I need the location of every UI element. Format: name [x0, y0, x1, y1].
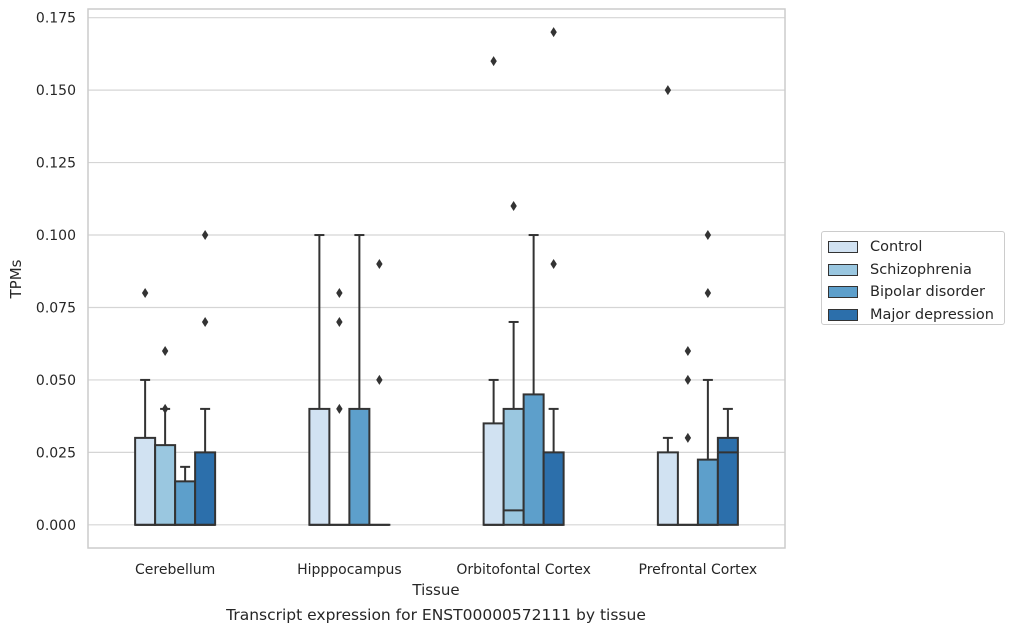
- box-schizophrenia: [328, 287, 351, 526]
- legend-label: Major depression: [870, 306, 994, 323]
- box-rect: [308, 407, 331, 526]
- box-major-depression: [716, 407, 739, 526]
- box-rect: [502, 407, 525, 526]
- outlier-point: [376, 259, 383, 270]
- y-tick-label: 0.000: [36, 518, 76, 534]
- box-rect: [482, 422, 505, 526]
- box-schizophrenia: [676, 345, 699, 526]
- x-tick-label: Hipppocampus: [297, 562, 402, 578]
- outlier-point: [490, 56, 497, 67]
- box-control: [308, 234, 331, 526]
- outlier-point: [161, 345, 169, 356]
- box-rect: [174, 480, 197, 526]
- box-rect: [194, 451, 217, 526]
- box-rect: [522, 393, 545, 526]
- legend-swatch: [828, 263, 858, 276]
- outlier-point: [376, 374, 383, 385]
- box-rect: [134, 436, 157, 526]
- legend-label: Schizophrenia: [870, 261, 972, 278]
- outlier-point: [336, 403, 343, 414]
- y-tick-label: 0.150: [36, 83, 76, 99]
- box-rect: [154, 444, 177, 526]
- plot-area: [87, 8, 786, 549]
- legend-swatch: [828, 286, 858, 299]
- outlier-point: [684, 432, 692, 443]
- outlier-point: [336, 287, 343, 298]
- box-rect: [542, 451, 565, 526]
- x-axis: Cerebellum Hipppocampus Orbitofontal Corte…: [135, 562, 757, 578]
- outlier-point: [161, 403, 169, 414]
- legend-item: Bipolar disorder: [828, 281, 1004, 304]
- legend: Control Schizophrenia Bipolar disorder Majo…: [821, 231, 1005, 325]
- outlier-point: [704, 287, 712, 298]
- box-major-depression: [194, 230, 217, 526]
- y-axis: 0.000 0.025 0.050 0.075 0.100 0.125 0.150 0.175: [36, 11, 76, 534]
- legend-swatch: [828, 241, 858, 254]
- box-major-depression: [368, 259, 391, 526]
- y-axis-label: TPMs: [7, 259, 25, 299]
- outlier-point: [684, 374, 692, 385]
- legend-label: Control: [870, 239, 923, 256]
- box-series: [134, 27, 739, 526]
- box-major-depression: [542, 27, 565, 526]
- y-tick-label: 0.100: [36, 228, 76, 244]
- y-tick-label: 0.025: [36, 445, 76, 461]
- outlier-point: [664, 85, 672, 96]
- y-tick-label: 0.050: [36, 373, 76, 389]
- box-rect: [696, 458, 719, 526]
- box-bipolar-disorder: [174, 465, 197, 526]
- outlier-point: [550, 259, 557, 270]
- box-schizophrenia: [502, 201, 525, 526]
- box-rect: [716, 436, 739, 526]
- legend-swatch: [828, 308, 858, 321]
- box-control: [482, 56, 505, 526]
- outlier-point: [550, 27, 557, 38]
- outlier-point: [201, 316, 209, 327]
- box-schizophrenia: [154, 345, 177, 526]
- y-tick-label: 0.175: [36, 11, 76, 27]
- legend-label: Bipolar disorder: [870, 284, 985, 301]
- box-rect: [348, 407, 371, 526]
- outlier-point: [704, 230, 712, 241]
- box-control: [134, 287, 157, 526]
- outlier-point: [201, 230, 209, 241]
- y-tick-label: 0.125: [36, 156, 76, 172]
- legend-item: Major depression: [828, 304, 1004, 327]
- outlier-point: [684, 345, 692, 356]
- box-bipolar-disorder: [348, 234, 371, 526]
- box-control: [656, 85, 679, 526]
- grid-lines: [88, 17, 785, 526]
- box-bipolar-disorder: [696, 230, 719, 526]
- x-tick-label: Cerebellum: [135, 562, 215, 578]
- chart-caption: Transcript expression for ENST0000057211…: [226, 606, 646, 624]
- outlier-point: [510, 201, 517, 212]
- x-tick-label: Prefrontal Cortex: [639, 562, 758, 578]
- legend-item: Control: [828, 236, 1004, 259]
- y-tick-label: 0.075: [36, 300, 76, 316]
- x-tick-label: Orbitofontal Cortex: [456, 562, 591, 578]
- x-axis-label: Tissue: [411, 581, 459, 599]
- outlier-point: [141, 287, 149, 298]
- legend-item: Schizophrenia: [828, 259, 1004, 282]
- box-rect: [656, 451, 679, 526]
- outlier-point: [336, 316, 343, 327]
